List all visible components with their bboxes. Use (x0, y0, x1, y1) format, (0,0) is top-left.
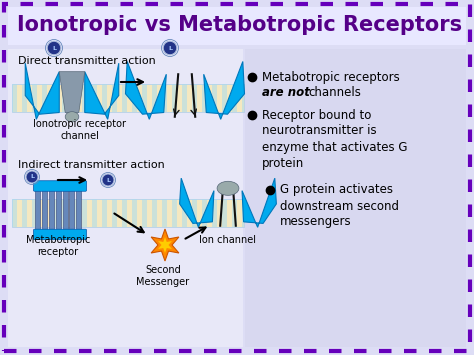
Bar (12, 84, 244, 112)
Bar (192, 199, 197, 227)
FancyBboxPatch shape (8, 49, 243, 347)
Bar (36, 188, 40, 237)
Text: G protein activates: G protein activates (280, 184, 393, 197)
Text: channels: channels (308, 87, 361, 99)
Bar (63, 188, 68, 237)
Bar (22, 199, 27, 227)
Bar (182, 199, 187, 227)
Bar (72, 199, 77, 227)
Bar (112, 199, 117, 227)
Bar (242, 84, 244, 112)
FancyBboxPatch shape (245, 49, 466, 347)
Text: Ionotropic receptor
channel: Ionotropic receptor channel (34, 119, 127, 141)
Bar (192, 84, 197, 112)
Bar (32, 199, 37, 227)
Bar (232, 84, 237, 112)
Bar (62, 84, 67, 112)
Bar (82, 199, 87, 227)
Polygon shape (85, 63, 119, 119)
Bar (222, 199, 227, 227)
Text: Second
Messenger: Second Messenger (137, 265, 190, 286)
Bar (152, 199, 157, 227)
Bar (56, 188, 61, 237)
FancyBboxPatch shape (8, 7, 466, 45)
Bar (62, 199, 67, 227)
Bar (112, 84, 117, 112)
Circle shape (163, 41, 177, 55)
Text: Indirect transmitter action: Indirect transmitter action (18, 160, 165, 170)
Bar (202, 199, 207, 227)
Bar (172, 199, 177, 227)
Bar (132, 199, 137, 227)
Bar (122, 199, 127, 227)
Polygon shape (158, 237, 172, 253)
Bar (172, 84, 177, 112)
Circle shape (26, 171, 38, 183)
Bar (242, 199, 244, 227)
Bar (76, 188, 81, 237)
Text: Ionotropic vs Metabotropic Receptors: Ionotropic vs Metabotropic Receptors (18, 15, 463, 35)
Text: Metabotropic receptors: Metabotropic receptors (262, 71, 400, 83)
Text: L: L (168, 45, 172, 50)
Bar (32, 84, 37, 112)
Text: L: L (106, 178, 110, 182)
Bar (102, 199, 107, 227)
Bar (122, 84, 127, 112)
Polygon shape (204, 61, 245, 119)
Text: neurotransmitter is: neurotransmitter is (262, 125, 377, 137)
Bar (22, 84, 27, 112)
Bar (222, 84, 227, 112)
Text: L: L (30, 175, 34, 180)
Bar (12, 199, 244, 227)
FancyBboxPatch shape (4, 4, 470, 351)
Bar (202, 84, 207, 112)
Bar (182, 84, 187, 112)
Bar (72, 84, 77, 112)
Polygon shape (151, 229, 179, 261)
FancyBboxPatch shape (34, 181, 86, 191)
Text: are not: are not (262, 87, 314, 99)
Text: Direct transmitter action: Direct transmitter action (18, 56, 156, 66)
Text: L: L (52, 45, 56, 50)
Bar (212, 84, 217, 112)
Bar (162, 84, 167, 112)
Bar (102, 84, 107, 112)
Text: Receptor bound to: Receptor bound to (262, 109, 371, 121)
Bar (232, 199, 237, 227)
Text: downstream second: downstream second (280, 200, 399, 213)
Bar (12, 199, 17, 227)
Polygon shape (180, 178, 214, 227)
Bar (52, 84, 57, 112)
Bar (42, 188, 47, 237)
Bar (212, 199, 217, 227)
Bar (69, 188, 74, 237)
Text: messengers: messengers (280, 215, 352, 229)
Bar (42, 199, 47, 227)
Ellipse shape (65, 112, 79, 122)
Bar (142, 199, 147, 227)
Bar (142, 84, 147, 112)
Bar (82, 84, 87, 112)
Polygon shape (25, 63, 59, 119)
Circle shape (47, 41, 61, 55)
Bar (132, 84, 137, 112)
Circle shape (102, 174, 114, 186)
Polygon shape (59, 72, 85, 113)
Text: enzyme that activates G: enzyme that activates G (262, 141, 408, 153)
Polygon shape (126, 61, 166, 119)
Bar (49, 188, 54, 237)
Ellipse shape (217, 181, 239, 195)
Bar (52, 199, 57, 227)
Text: Metabotropic
receptor: Metabotropic receptor (26, 235, 90, 257)
Text: protein: protein (262, 157, 304, 169)
FancyBboxPatch shape (34, 229, 86, 240)
Bar (162, 199, 167, 227)
Polygon shape (242, 178, 276, 227)
Text: Ion channel: Ion channel (200, 235, 256, 245)
Bar (42, 84, 47, 112)
Bar (12, 84, 17, 112)
Bar (92, 84, 97, 112)
Bar (152, 84, 157, 112)
Bar (92, 199, 97, 227)
